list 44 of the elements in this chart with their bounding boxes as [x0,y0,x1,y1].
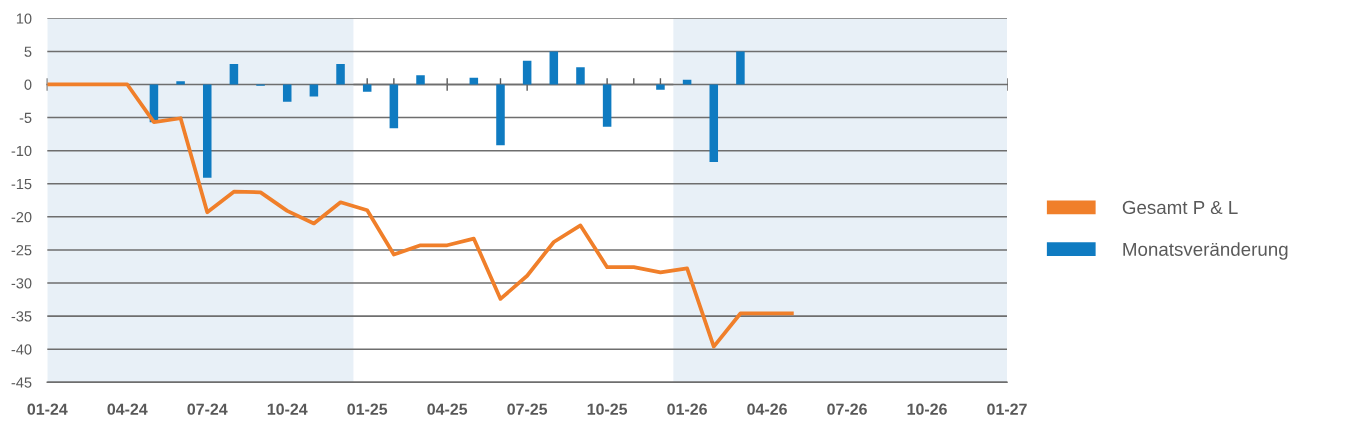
x-tick-label: 04-25 [427,403,468,415]
y-tick-label: 5 [24,46,32,57]
y-tick-label: -20 [11,211,32,223]
y-tick-label: 0 [24,79,32,90]
bar [709,84,719,162]
bar [362,84,372,92]
x-tick-label: 07-24 [187,403,228,415]
bar [736,51,745,85]
bar [576,67,585,85]
legend-label: Gesamt P & L [1122,200,1238,215]
bar [282,84,292,102]
x-tick-label: 07-26 [827,403,867,415]
x-tick-label: 01-27 [987,403,1027,415]
bar [202,84,212,178]
legend-label: Monatsveränderung [1123,242,1288,260]
bar [336,63,345,85]
bar [309,84,319,97]
x-tick-label: 10-26 [907,403,947,415]
y-tick-label: -15 [11,179,32,190]
x-tick-label: 07-25 [507,403,548,415]
bar [496,84,505,146]
x-tick-label: 01-25 [347,403,388,415]
x-tick-label: 10-24 [267,403,308,415]
bar [229,63,239,85]
y-tick-label: -25 [11,245,32,256]
bar [656,84,665,90]
x-tick-label: 04-24 [107,403,148,415]
bar [389,84,399,129]
x-tick-label: 10-25 [587,403,628,415]
y-tick-label: -45 [11,377,32,388]
y-tick-label: -35 [11,311,32,322]
y-tick-label: 10 [16,13,32,24]
bar [602,84,612,127]
y-tick-label: -40 [11,344,32,355]
bar [549,51,559,85]
bar [176,81,185,85]
y-tick-label: -30 [11,278,32,289]
x-tick-label: 04-26 [747,403,787,415]
bar [522,60,532,85]
y-tick-label: -10 [11,145,32,157]
x-tick-label: 01-26 [667,403,707,415]
x-tick-label: 01-24 [27,403,68,415]
line-series [47,82,796,349]
y-tick-label: -5 [19,112,32,123]
